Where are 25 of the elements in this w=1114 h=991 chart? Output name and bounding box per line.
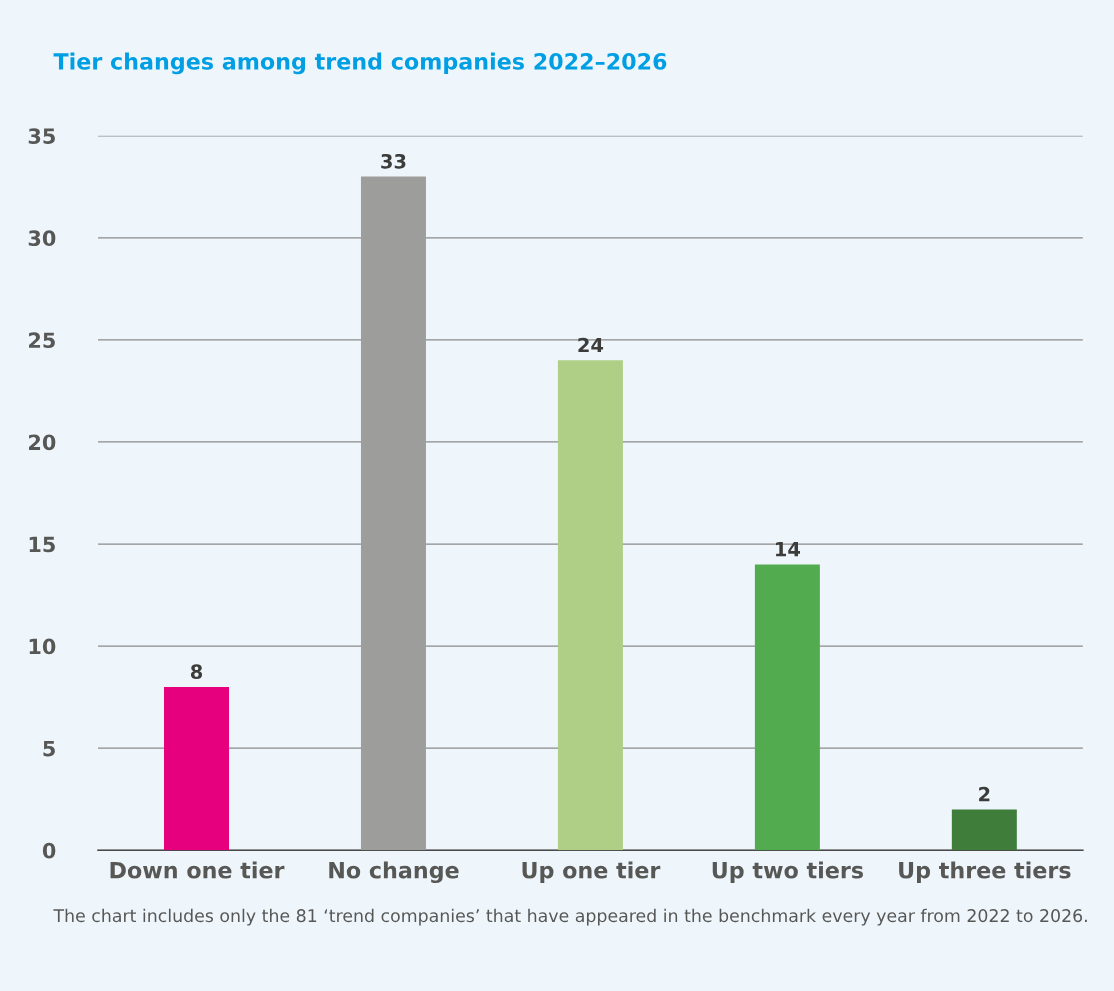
x-tick-label: Up three tiers (899, 861, 1071, 883)
data-label: 33 (381, 153, 406, 169)
bar (951, 809, 1017, 851)
text: The chart includes only the 81 ‘trend companies’ that have appeared in the benchmark every year from 2022 to 2026. (53, 908, 1087, 926)
y-tick-label: 35 (28, 128, 55, 144)
bar (164, 686, 230, 851)
data-label: 2 (979, 786, 990, 802)
y-tick-label: 20 (29, 434, 56, 451)
x-tick-label: No change (329, 861, 459, 884)
y-tick-label: 25 (29, 332, 55, 349)
x-tick-label: Up one tier (522, 861, 661, 883)
data-label: 8 (190, 664, 203, 680)
y-tick-label: 15 (29, 536, 55, 553)
bar (754, 564, 820, 851)
data-label: 24 (578, 337, 604, 353)
data-label: 14 (776, 542, 801, 557)
y-tick-label: 10 (29, 638, 56, 655)
chart-title: Tier changes among trend companies 2022–2026 (53, 52, 667, 75)
x-tick-label: Up two tiers (712, 861, 863, 883)
y-tick-label: 30 (28, 230, 56, 247)
y-tick-label: 0 (42, 842, 56, 859)
y-tick-label: 5 (43, 740, 55, 757)
bar (360, 176, 426, 851)
x-tick-label: Down one tier (110, 861, 285, 879)
bar (557, 360, 623, 851)
